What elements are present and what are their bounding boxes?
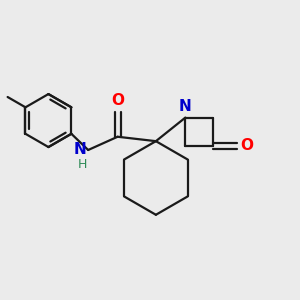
Text: O: O [240, 138, 254, 153]
Text: H: H [78, 158, 88, 171]
Text: O: O [111, 93, 124, 108]
Text: N: N [74, 142, 87, 157]
Text: N: N [179, 99, 192, 114]
